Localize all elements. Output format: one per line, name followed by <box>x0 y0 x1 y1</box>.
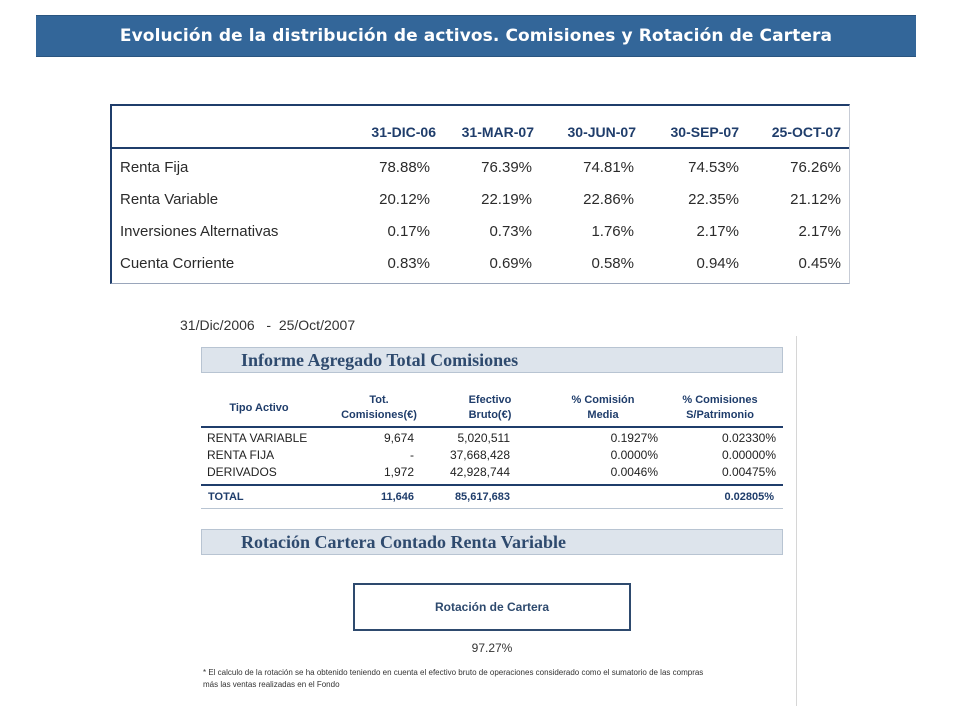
fee-pct-patrimonio: 0.00000% <box>721 448 776 462</box>
allocation-value: 22.86% <box>583 191 634 208</box>
allocation-value: 22.19% <box>481 191 532 208</box>
fee-pct-patrimonio: 0.00475% <box>721 465 776 479</box>
column-header-line: Efectivo <box>468 394 512 406</box>
total-commission: 11,646 <box>380 491 414 503</box>
total-separator <box>201 484 783 486</box>
allocation-value: 0.69% <box>489 255 532 272</box>
fee-asset-type: DERIVADOS <box>207 465 277 479</box>
allocation-value: 0.45% <box>798 255 841 272</box>
column-header-line: % Comisiones <box>682 394 758 406</box>
allocation-date-header: 30-SEP-07 <box>670 124 739 140</box>
footnote-line: * El calculo de la rotación se ha obteni… <box>203 668 704 677</box>
rotation-section-title: Rotación Cartera Contado Renta Variable <box>201 529 783 555</box>
asset-class-label: Cuenta Corriente <box>120 255 235 272</box>
slide-title: Evolución de la distribución de activos.… <box>36 15 916 57</box>
fee-total-commission: 1,972 <box>383 465 414 479</box>
header-separator <box>201 426 783 428</box>
fee-gross-amount: 42,928,744 <box>449 465 510 479</box>
fee-gross-amount: 37,668,428 <box>449 448 510 462</box>
column-header-line: Bruto(€) <box>468 409 512 421</box>
footnote: * El calculo de la rotación se ha obteni… <box>203 667 793 691</box>
allocation-date-header: 25-OCT-07 <box>771 124 841 140</box>
column-header-pct-comision: % Comisión Media <box>553 393 653 423</box>
allocation-value: 22.35% <box>688 191 739 208</box>
total-pct-patrimonio: 0.02805% <box>724 491 774 503</box>
column-header-line: Tot. <box>369 394 389 406</box>
allocation-value: 0.58% <box>591 255 634 272</box>
allocation-value: 76.39% <box>481 159 532 176</box>
allocation-value: 0.83% <box>387 255 430 272</box>
allocation-value: 2.17% <box>798 223 841 240</box>
fee-pct-patrimonio: 0.02330% <box>721 431 776 445</box>
fee-gross-amount: 5,020,511 <box>457 431 511 445</box>
allocation-value: 78.88% <box>379 159 430 176</box>
divider <box>796 336 797 706</box>
fee-avg-pct: 0.1927% <box>610 431 658 445</box>
allocation-value: 74.81% <box>583 159 634 176</box>
allocation-date-header: 31-MAR-07 <box>461 124 534 140</box>
allocation-value: 0.94% <box>696 255 739 272</box>
footnote-line: más las ventas realizadas en el Fondo <box>203 680 340 689</box>
allocation-value: 1.76% <box>591 223 634 240</box>
table-row: Renta Fija 78.88% 76.39% 74.81% 74.53% 7… <box>112 152 849 184</box>
fees-bottom-line <box>201 508 783 509</box>
asset-class-label: Inversiones Alternativas <box>120 223 279 240</box>
column-header-pct-patrimonio: % Comisiones S/Patrimonio <box>660 393 780 423</box>
fee-total-commission: - <box>410 448 414 462</box>
rotation-label-box: Rotación de Cartera <box>353 583 631 631</box>
report-period: 31/Dic/2006 - 25/Oct/2007 <box>180 317 356 333</box>
table-row: Cuenta Corriente 0.83% 0.69% 0.58% 0.94%… <box>112 248 849 280</box>
table-row: Inversiones Alternativas 0.17% 0.73% 1.7… <box>112 216 849 248</box>
asset-class-label: Renta Variable <box>120 191 219 208</box>
asset-class-label: Renta Fija <box>120 159 189 176</box>
column-header-line: Comisiones(€) <box>341 409 417 421</box>
allocation-value: 74.53% <box>688 159 739 176</box>
column-header-line: Media <box>587 409 619 421</box>
column-header-tipo: Tipo Activo <box>229 402 289 414</box>
fee-asset-type: RENTA VARIABLE <box>207 431 308 445</box>
total-label: TOTAL <box>208 491 244 503</box>
allocation-value: 2.17% <box>696 223 739 240</box>
fee-avg-pct: 0.0000% <box>610 448 658 462</box>
fee-asset-type: RENTA FIJA <box>207 448 275 462</box>
allocation-value: 20.12% <box>379 191 430 208</box>
allocation-date-header: 31-DIC-06 <box>371 124 436 140</box>
rotation-value: 97.27% <box>471 641 513 655</box>
column-header-line: S/Patrimonio <box>686 409 754 421</box>
column-header-tot: Tot. Comisiones(€) <box>324 393 434 423</box>
column-header-efectivo: Efectivo Bruto(€) <box>440 393 540 423</box>
allocation-value: 0.17% <box>387 223 430 240</box>
fee-avg-pct: 0.0046% <box>610 465 658 479</box>
allocation-value: 76.26% <box>790 159 841 176</box>
allocation-date-header: 30-JUN-07 <box>567 124 636 140</box>
fees-section-title: Informe Agregado Total Comisiones <box>201 347 783 373</box>
table-row: Renta Variable 20.12% 22.19% 22.86% 22.3… <box>112 184 849 216</box>
asset-allocation-table: 31-DIC-06 31-MAR-07 30-JUN-07 30-SEP-07 … <box>110 104 850 284</box>
total-gross-amount: 85,617,683 <box>454 491 510 503</box>
fee-total-commission: 9,674 <box>383 431 414 445</box>
allocation-header-row: 31-DIC-06 31-MAR-07 30-JUN-07 30-SEP-07 … <box>112 106 849 149</box>
allocation-value: 0.73% <box>489 223 532 240</box>
column-header-line: % Comisión <box>571 394 635 406</box>
allocation-value: 21.12% <box>790 191 841 208</box>
